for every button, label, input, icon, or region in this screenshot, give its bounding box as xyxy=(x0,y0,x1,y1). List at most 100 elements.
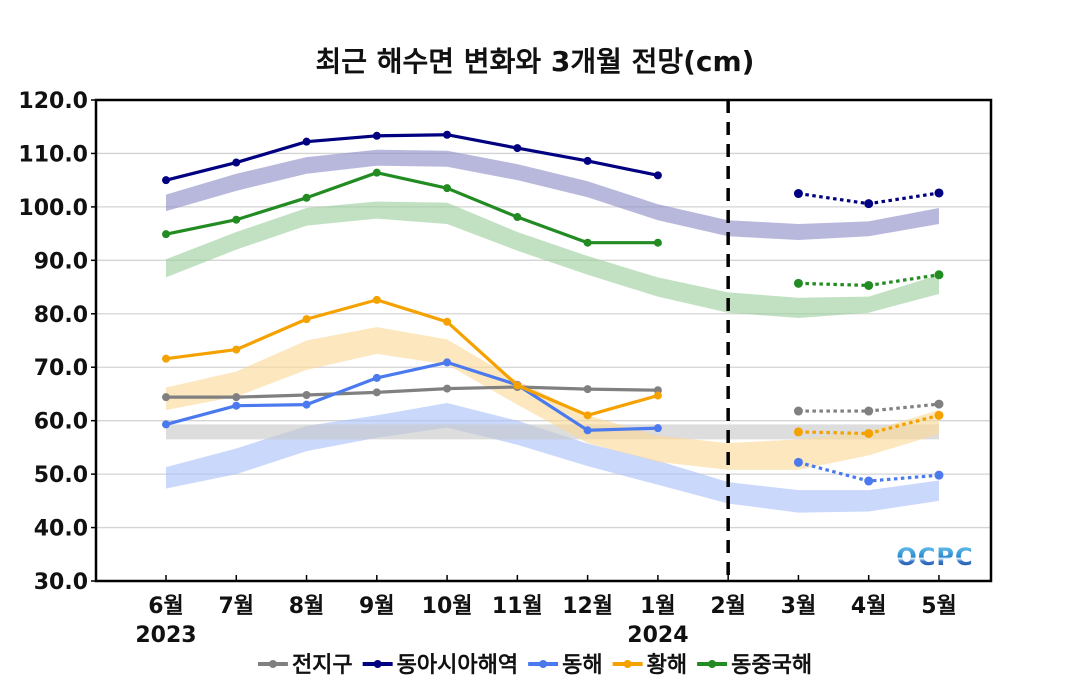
observed-point xyxy=(513,213,522,222)
forecast-point xyxy=(793,406,803,416)
legend-item: 동해 xyxy=(528,653,603,678)
year-label: 2023 xyxy=(135,623,196,648)
observed-point xyxy=(443,358,452,367)
observed-point xyxy=(583,426,592,435)
legend-item: 황해 xyxy=(612,653,687,678)
legend-label: 전지구 xyxy=(292,653,353,678)
y-tick-label: 70.0 xyxy=(34,356,88,381)
forecast-point xyxy=(864,476,874,486)
observed-point xyxy=(443,184,452,193)
legend-swatch-marker xyxy=(623,660,632,668)
legend-item: 동중국해 xyxy=(697,653,812,678)
y-tick-label: 90.0 xyxy=(34,249,88,274)
observed-line-0 xyxy=(166,385,658,399)
legend-label: 동아시아해역 xyxy=(397,653,518,678)
observed-line-3 xyxy=(165,298,659,417)
x-tick-label: 8월 xyxy=(289,594,325,619)
forecast-point xyxy=(934,470,944,480)
ocpc-logo: OCPC xyxy=(896,543,973,571)
forecast-point xyxy=(934,410,944,420)
observed-point xyxy=(372,295,381,304)
forecast-point xyxy=(934,399,944,409)
x-tick-label: 11월 xyxy=(492,594,543,619)
observed-point xyxy=(162,420,170,429)
observed-point xyxy=(653,171,662,180)
observed-point xyxy=(372,388,381,397)
plot-area-border xyxy=(94,98,993,583)
forecast-point xyxy=(793,278,803,288)
y-tick-label: 50.0 xyxy=(34,463,88,488)
observed-point xyxy=(513,144,522,153)
observed-point xyxy=(232,345,241,354)
observed-point xyxy=(302,391,311,400)
chart-title: 최근 해수면 변화와 3개월 전망(cm) xyxy=(316,45,755,78)
legend: 전지구 동아시아해역 동해 황해 동중국해 xyxy=(257,653,812,678)
y-tick-label: 60.0 xyxy=(34,410,88,435)
forecast-point xyxy=(793,189,803,199)
forecast-point xyxy=(934,188,944,198)
y-tick-label: 110.0 xyxy=(18,142,88,167)
observed-point xyxy=(653,391,662,400)
observed-point xyxy=(162,176,170,185)
forecast-point xyxy=(793,457,803,467)
observed-point xyxy=(653,238,662,247)
band-0 xyxy=(166,424,939,440)
observed-point xyxy=(162,354,170,363)
year-label: 2024 xyxy=(627,623,688,648)
y-tick-label: 100.0 xyxy=(18,196,88,221)
legend-swatch-marker xyxy=(268,660,277,668)
y-tick-label: 80.0 xyxy=(34,303,88,328)
y-tick-label: 40.0 xyxy=(34,517,88,542)
observed-point xyxy=(443,130,452,139)
range-bands xyxy=(166,149,939,513)
x-tick-label: 10월 xyxy=(422,594,473,619)
observed-point xyxy=(372,131,381,140)
observed-line-1 xyxy=(165,133,659,182)
legend-swatch-marker xyxy=(539,660,548,668)
plot-frame xyxy=(94,98,993,583)
y-axis-ticks: 30.0 40.0 50.0 60.0 70.0 80.0 90.0 100.0 110.0 12… xyxy=(18,89,96,595)
y-tick-label: 120.0 xyxy=(18,89,88,114)
observed-point xyxy=(443,317,452,326)
observed-point xyxy=(583,411,592,420)
observed-point xyxy=(583,238,592,247)
observed-point xyxy=(232,158,241,167)
x-tick-label: 9월 xyxy=(359,594,395,619)
x-tick-label: 4월 xyxy=(851,594,887,619)
x-tick-label: 2월 xyxy=(710,594,746,619)
observed-point xyxy=(162,393,170,402)
x-tick-label: 7월 xyxy=(218,594,254,619)
observed-point xyxy=(232,401,241,410)
observed-point xyxy=(583,156,592,165)
x-tick-label: 6월 xyxy=(148,594,184,619)
legend-label: 황해 xyxy=(647,653,687,678)
forecast-point xyxy=(793,427,803,437)
observed-point xyxy=(653,424,662,433)
observed-line-4 xyxy=(165,171,658,245)
y-tick-label: 30.0 xyxy=(34,570,88,595)
forecast-point xyxy=(864,406,874,416)
band-3 xyxy=(166,327,939,470)
band-4 xyxy=(166,201,939,319)
observed-line-2 xyxy=(165,360,658,432)
observed-point xyxy=(302,193,311,202)
series-lines xyxy=(162,130,944,486)
legend-label: 동중국해 xyxy=(731,653,812,678)
legend-item: 전지구 xyxy=(257,653,353,678)
observed-point xyxy=(372,373,381,382)
x-tick-label: 12월 xyxy=(562,594,613,619)
legend-label: 동해 xyxy=(562,653,602,678)
legend-swatch-marker xyxy=(373,660,382,668)
forecast-point xyxy=(934,270,944,280)
legend-swatch-marker xyxy=(708,660,717,668)
legend-item: 동아시아해역 xyxy=(362,653,518,678)
observed-point xyxy=(583,385,592,394)
x-tick-label: 3월 xyxy=(781,594,817,619)
gridlines xyxy=(96,152,991,529)
forecast-point xyxy=(864,199,874,209)
band-1 xyxy=(166,149,939,241)
observed-point xyxy=(162,230,170,239)
x-axis-ticks: 6월 7월 8월 9월 10월 11월 12월 1월 2월 3월 4월 5월 2023 2024 xyxy=(135,575,957,648)
observed-point xyxy=(513,381,522,390)
